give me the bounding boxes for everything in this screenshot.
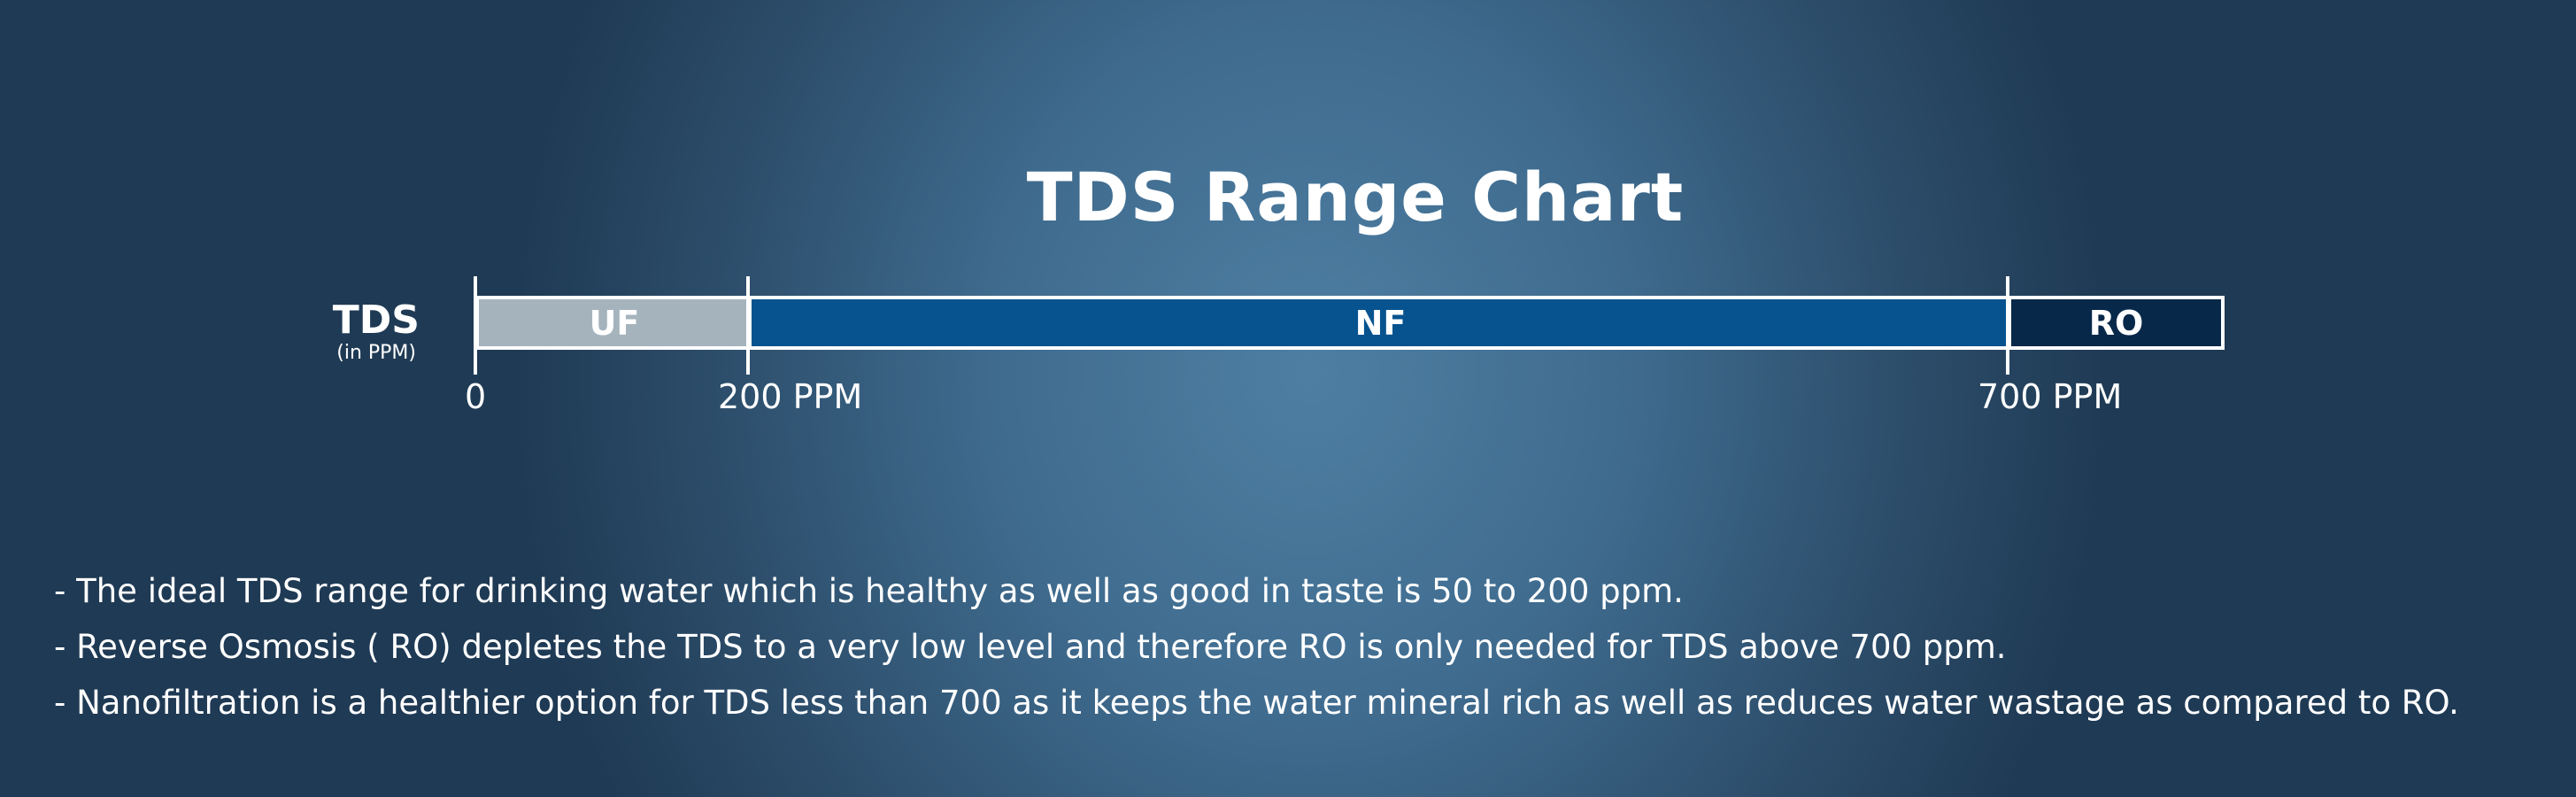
axis-label-tds: TDS <box>332 298 420 343</box>
segment-ro: RO <box>2008 296 2225 350</box>
tick-mark <box>746 276 750 375</box>
note-item: - The ideal TDS range for drinking water… <box>54 572 1684 610</box>
tick-mark <box>2006 276 2009 375</box>
segment-nf: NF <box>748 296 2009 350</box>
axis-label: TDS (in PPM) <box>333 299 420 365</box>
tick-mark <box>474 276 477 375</box>
tick-label: 700 PPM <box>1978 377 2123 416</box>
note-item: - Reverse Osmosis ( RO) depletes the TDS… <box>54 628 2007 666</box>
axis-unit: (in PPM) <box>336 342 416 364</box>
segment-uf: UF <box>475 296 750 350</box>
tick-label: 200 PPM <box>718 377 863 416</box>
tick-label: 0 <box>465 377 487 416</box>
notes-list: - The ideal TDS range for drinking water… <box>54 563 2459 731</box>
note-item: - Nanofiltration is a healthier option f… <box>54 684 2459 722</box>
chart-title: TDS Range Chart <box>1026 158 1685 236</box>
